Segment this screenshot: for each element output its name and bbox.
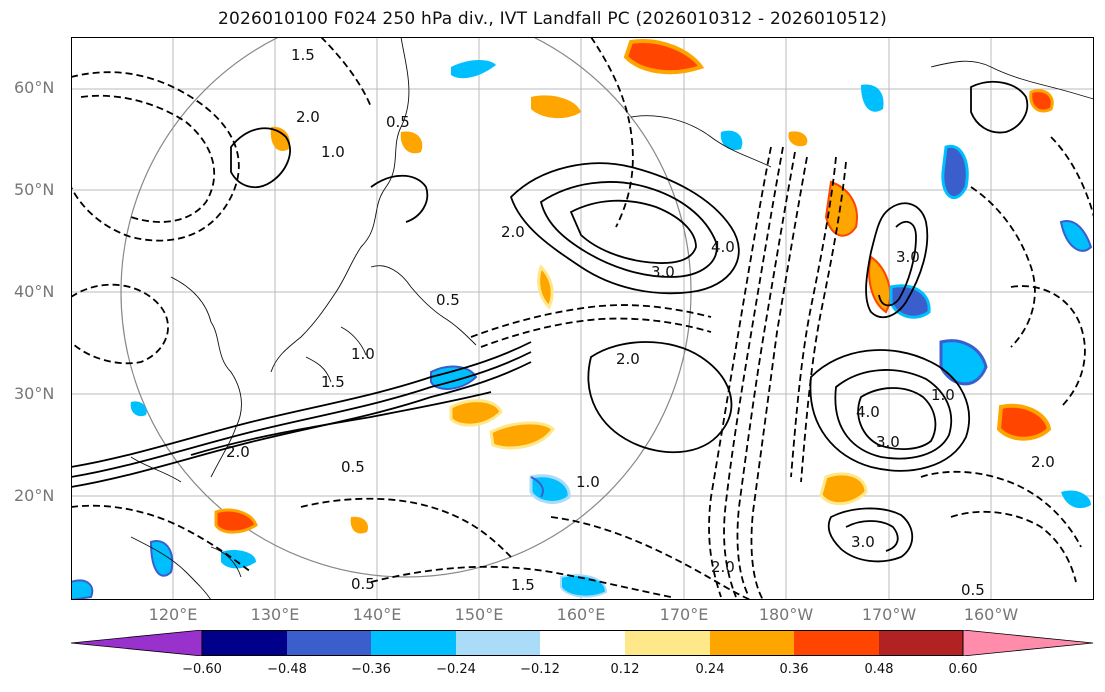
colorbar-tick-6: 0.12: [610, 662, 640, 677]
contour-label-14: 1.0: [931, 386, 955, 404]
colorbar-bin-7: [710, 630, 794, 656]
colorbar-extend-low: [71, 630, 203, 656]
chart-title: 2026010100 F024 250 hPa div., IVT Landfa…: [218, 9, 887, 29]
lon-label-120e: 120°E: [148, 605, 198, 624]
colorbar-tick-4: −0.24: [436, 662, 476, 677]
contour-label-22: 1.0: [576, 473, 600, 491]
colorbar-extend-high: [962, 630, 1094, 656]
dashed-contours: [71, 37, 1094, 600]
contour-label-9: 1.0: [351, 345, 375, 363]
colorbar-tick-1: −0.60: [182, 662, 222, 677]
map-panel[interactable]: 1.5 2.0 0.5 1.0 3.0 4.0 0.5 2.0 1.0 1.5 …: [71, 37, 1094, 600]
colorbar-bin-8: [794, 630, 879, 656]
lat-label-50n: 50°N: [14, 180, 55, 199]
contour-label-10: 1.5: [321, 373, 345, 391]
contour-label-16: 3.0: [896, 248, 920, 266]
colorbar-tick-2: −0.48: [267, 662, 307, 677]
colorbar-tick-8: 0.36: [779, 662, 809, 677]
colorbar-tick-9: 0.48: [864, 662, 894, 677]
contour-label-19: 1.5: [511, 576, 535, 594]
contour-label-24: 3.0: [851, 533, 875, 551]
colorbar-bin-2: [287, 630, 371, 656]
lon-label-140e: 140°E: [352, 605, 402, 624]
lat-label-40n: 40°N: [14, 282, 55, 301]
colorbar-bin-1: [202, 630, 287, 656]
colorbar-bin-3: [371, 630, 456, 656]
lon-label-160e: 160°E: [556, 605, 606, 624]
contour-label-7: 0.5: [436, 291, 460, 309]
contour-label-23: 2.0: [501, 223, 525, 241]
lon-label-150e: 150°E: [454, 605, 504, 624]
lat-label-20n: 20°N: [14, 486, 55, 505]
contour-label-8: 2.0: [616, 350, 640, 368]
contour-label-3: 0.5: [386, 113, 410, 131]
colorbar-tick-5: −0.12: [520, 662, 560, 677]
colorbar-tick-10: 0.60: [948, 662, 978, 677]
contour-label-20: 2.0: [711, 558, 735, 576]
lon-label-160w: 160°W: [963, 605, 1019, 624]
contour-label-18: 0.5: [351, 575, 375, 593]
lon-label-180w: 180°W: [758, 605, 814, 624]
contour-label-12: 2.0: [226, 443, 250, 461]
contour-label-1: 1.5: [291, 46, 315, 64]
lon-label-170w: 170°W: [861, 605, 917, 624]
colorbar-bin-9: [879, 630, 963, 656]
contour-label-11: 3.0: [876, 433, 900, 451]
lon-label-130e: 130°E: [250, 605, 300, 624]
colorbar-bin-4: [456, 630, 540, 656]
contour-label-6: 4.0: [711, 238, 735, 256]
contour-label-15: 4.0: [856, 403, 880, 421]
contour-labels: 1.5 2.0 0.5 1.0 3.0 4.0 0.5 2.0 1.0 1.5 …: [226, 46, 1055, 599]
colorbar-bin-6: [625, 630, 710, 656]
solid-contours: [71, 80, 1029, 563]
contour-label-2: 2.0: [296, 108, 320, 126]
contour-label-4: 1.0: [321, 143, 345, 161]
coastlines: [130, 37, 1094, 600]
contour-label-21: 0.5: [961, 581, 985, 599]
contour-label-13: 0.5: [341, 458, 365, 476]
colorbar-tick-3: −0.36: [351, 662, 391, 677]
map-canvas: 1.5 2.0 0.5 1.0 3.0 4.0 0.5 2.0 1.0 1.5 …: [71, 37, 1094, 600]
contour-label-17: 2.0: [1031, 453, 1055, 471]
graticule: [71, 37, 1094, 600]
lon-label-170e: 170°E: [659, 605, 709, 624]
colorbar-tick-7: 0.24: [695, 662, 725, 677]
divergence-shading: [71, 39, 1093, 600]
colorbar: [71, 630, 1094, 656]
lat-label-60n: 60°N: [14, 78, 55, 97]
contour-label-5: 3.0: [651, 263, 675, 281]
lat-label-30n: 30°N: [14, 384, 55, 403]
colorbar-bin-5: [540, 630, 625, 656]
